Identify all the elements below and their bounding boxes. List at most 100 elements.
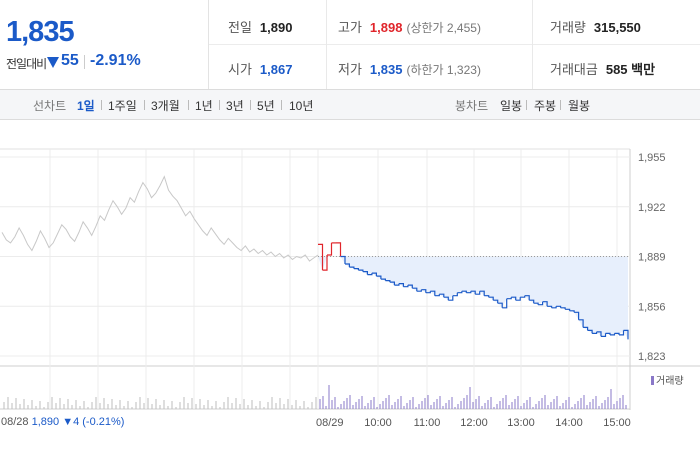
volume-legend: 거래량 [651,372,684,387]
today-line-segment [336,242,342,257]
tab-1w[interactable]: 1주일 [108,99,137,113]
tab-divider [101,100,102,110]
y-tick-label: 1,922 [638,202,666,214]
today-line-segment [340,255,346,264]
change-divider [84,55,85,69]
current-price: 1,835 [6,16,75,48]
y-tick-label: 1,889 [638,252,666,264]
today-line-segment [515,297,521,301]
tab-divider [560,100,561,110]
amount-value: 585 백만 [605,62,656,77]
candle-chart-label: 봉차트 [455,99,489,113]
today-line-segment [529,299,535,304]
high-label: 고가 [338,20,362,35]
prev-close-value: 1,890 [259,20,293,35]
volume-bars [3,385,627,409]
tab-divider [250,100,251,110]
amount-row: 거래대금 585 백만 [550,59,655,78]
today-line-segment [421,289,427,293]
price-box: 1,835 전일대비 55 -2.91% [0,0,209,89]
amount-label: 거래대금 [550,62,598,77]
today-line-segment [583,326,589,331]
today-line-segment [345,263,350,268]
x-tick-label: 11:00 [414,417,441,429]
change-percent: -2.91% [90,52,141,69]
today-line-segment [538,301,544,306]
chart-series [1,175,630,340]
open-row: 시가 1,867 [228,59,292,78]
change-amount: 55 [61,52,79,69]
x-tick-label: 12:00 [460,417,488,429]
price-chart[interactable]: 1,955 1,922 1,889 1,856 1,823 08/29 10:00 11:0… [0,120,700,450]
today-line-segment [479,290,485,296]
today-line-segment [398,283,404,287]
today-line-segment [376,275,382,280]
volume-row: 거래량 315,550 [550,17,641,36]
prev-day-change: 4 (-0.21%) [73,416,125,428]
open-label: 시가 [228,62,252,77]
today-line-segment [497,302,503,308]
y-axis-labels: 1,955 1,922 1,889 1,856 1,823 [638,152,666,363]
header-col-divider [532,0,533,89]
today-line-segment [322,255,328,271]
today-line-segment [448,295,454,301]
volume-legend-swatch [651,376,654,385]
prev-day-price: 1,890 [31,416,60,428]
today-line-segment [511,296,517,301]
today-area-fill [318,256,628,340]
today-line-segment [452,292,458,297]
down-triangle-icon [47,57,59,68]
today-line-segment [470,290,476,295]
line-chart-label: 선차트 [33,99,67,113]
y-tick-label: 1,856 [638,301,666,313]
change-label: 전일대비 [6,57,47,71]
y-tick-label: 1,823 [638,351,666,363]
tab-3m[interactable]: 3개월 [151,99,180,113]
today-line-segment [439,293,445,298]
x-tick-label: 15:00 [603,417,631,429]
today-line-segment [443,296,449,301]
tab-3y[interactable]: 3년 [226,99,244,113]
today-line-segment [596,331,602,337]
tab-monthly-candle[interactable]: 월봉 [568,99,591,113]
high-row: 고가 1,898 (상한가 2,455) [338,17,481,36]
y-tick-label: 1,955 [638,152,666,164]
x-axis-labels: 08/29 10:00 11:00 12:00 13:00 14:00 15:00 [316,417,631,429]
period-toolbar: 선차트 1일 1주일 3개월 1년 3년 5년 10년 봉차트 일봉 주봉 월봉 [0,90,700,120]
low-row: 저가 1,835 (하한가 1,323) [338,59,481,78]
today-line-segment [493,299,499,304]
tab-divider [144,100,145,110]
x-tick-label: 10:00 [364,417,392,429]
open-value: 1,867 [259,62,293,77]
volume-value: 315,550 [593,20,641,35]
today-line-segment [430,290,436,296]
tab-weekly-candle[interactable]: 주봉 [534,99,557,113]
today-line-segment [389,281,395,286]
prev-day-info: 08/28 1,890 ▼4 (-0.21%) [1,416,124,428]
tab-1d[interactable]: 1일 [77,99,95,113]
tab-divider [219,100,220,110]
quote-header: 1,835 전일대비 55 -2.91% 전일 1,890 시가 1,867 고가 1… [0,0,700,90]
prev-close-label: 전일 [228,20,252,35]
tab-10y[interactable]: 10년 [289,99,314,113]
tab-5y[interactable]: 5년 [257,99,275,113]
today-line-segment [407,284,413,289]
low-value: 1,835 [369,62,403,77]
today-line-segment [601,333,607,337]
x-tick-label: 08/29 [316,417,344,429]
tab-1y[interactable]: 1년 [195,99,213,113]
today-line-segment [542,301,548,307]
x-tick-label: 13:00 [507,417,535,429]
volume-label: 거래량 [550,20,586,35]
today-line-segment [578,319,584,328]
low-limit: (하한가 1,323) [406,63,481,77]
prev-day-date: 08/28 [1,416,29,428]
tab-daily-candle[interactable]: 일봉 [500,99,523,113]
today-line-segment [475,291,481,295]
today-line-segment [318,243,324,271]
tab-divider [526,100,527,110]
prev-day-line [1,175,319,262]
tab-divider [281,100,282,110]
volume-legend-label: 거래량 [656,376,684,387]
today-line-segment [623,329,629,340]
